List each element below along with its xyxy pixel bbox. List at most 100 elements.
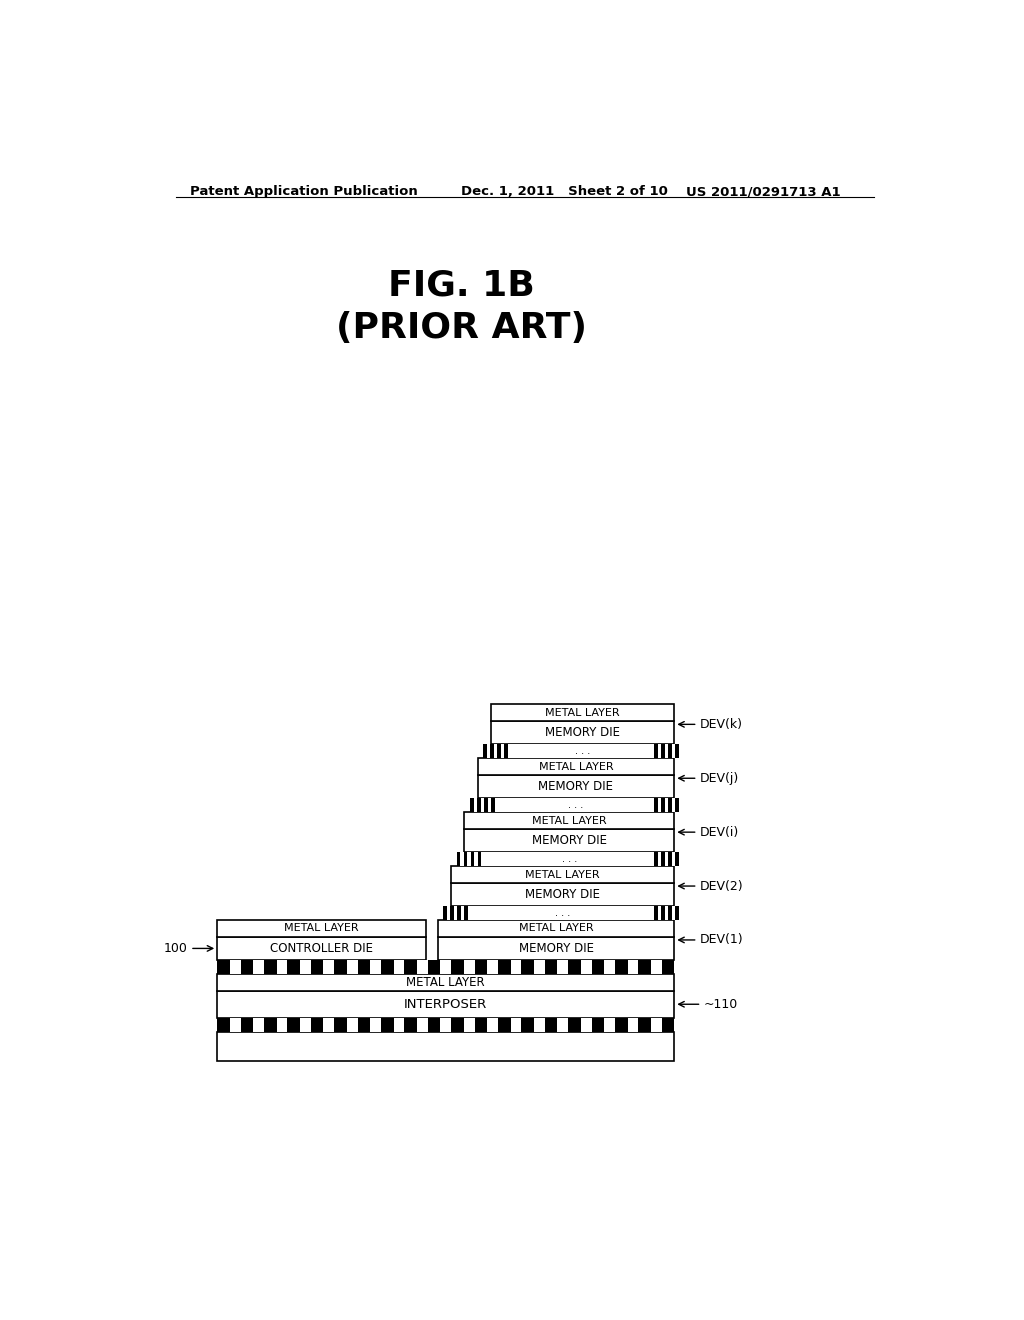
Text: METAL LAYER: METAL LAYER	[532, 816, 606, 825]
Bar	[217, 1018, 675, 1032]
Bar	[381, 1018, 393, 1032]
Bar	[428, 960, 440, 974]
Bar	[464, 853, 467, 866]
Text: METAL LAYER: METAL LAYER	[519, 924, 594, 933]
Bar	[490, 721, 675, 744]
Bar	[615, 1018, 628, 1032]
Bar	[464, 906, 468, 920]
Bar	[452, 960, 464, 974]
Bar	[662, 906, 665, 920]
Bar	[521, 960, 534, 974]
Bar	[217, 991, 675, 1018]
Bar	[404, 960, 417, 974]
Text: METAL LAYER: METAL LAYER	[525, 870, 600, 879]
Bar	[471, 853, 474, 866]
Text: DEV(2): DEV(2)	[700, 879, 743, 892]
Bar	[669, 853, 672, 866]
Bar	[457, 853, 682, 866]
Text: 100: 100	[164, 942, 187, 954]
Bar	[457, 853, 461, 866]
Bar	[438, 920, 675, 937]
Bar	[464, 812, 675, 829]
Bar	[654, 906, 658, 920]
Bar	[310, 1018, 324, 1032]
Text: MEMORY DIE: MEMORY DIE	[525, 888, 600, 902]
Bar	[217, 937, 426, 960]
Text: INTERPOSER: INTERPOSER	[404, 998, 487, 1011]
Bar	[521, 1018, 534, 1032]
Bar	[483, 799, 487, 812]
Bar	[443, 906, 682, 920]
Text: US 2011/0291713 A1: US 2011/0291713 A1	[686, 185, 841, 198]
Bar	[443, 906, 447, 920]
Bar	[483, 744, 486, 758]
Bar	[217, 1032, 675, 1061]
Bar	[451, 906, 455, 920]
Text: METAL LAYER: METAL LAYER	[539, 762, 613, 772]
Bar	[675, 906, 679, 920]
Text: Dec. 1, 2011   Sheet 2 of 10: Dec. 1, 2011 Sheet 2 of 10	[461, 185, 668, 198]
Bar	[452, 866, 675, 883]
Bar	[675, 799, 679, 812]
Bar	[310, 960, 324, 974]
Bar	[470, 799, 682, 812]
Bar	[470, 799, 474, 812]
Bar	[334, 960, 347, 974]
Text: CONTROLLER DIE: CONTROLLER DIE	[270, 942, 374, 954]
Bar	[498, 1018, 511, 1032]
Bar	[288, 960, 300, 974]
Bar	[474, 960, 487, 974]
Text: MEMORY DIE: MEMORY DIE	[519, 942, 594, 954]
Text: METAL LAYER: METAL LAYER	[407, 975, 485, 989]
Bar	[498, 960, 511, 974]
Bar	[458, 906, 461, 920]
Bar	[662, 799, 665, 812]
Text: METAL LAYER: METAL LAYER	[545, 708, 620, 718]
Bar	[568, 960, 581, 974]
Text: . . .: . . .	[555, 908, 570, 917]
Bar	[638, 1018, 651, 1032]
Bar	[654, 799, 658, 812]
Bar	[428, 1018, 440, 1032]
Bar	[662, 960, 675, 974]
Bar	[638, 960, 651, 974]
Text: DEV(k): DEV(k)	[700, 718, 743, 731]
Bar	[381, 960, 393, 974]
Bar	[545, 1018, 557, 1032]
Bar	[288, 1018, 300, 1032]
Bar	[669, 906, 672, 920]
Bar	[545, 960, 557, 974]
Bar	[497, 744, 501, 758]
Bar	[568, 1018, 581, 1032]
Bar	[483, 744, 682, 758]
Bar	[217, 974, 675, 991]
Bar	[490, 705, 675, 721]
Bar	[662, 744, 665, 758]
Text: . . .: . . .	[562, 854, 577, 865]
Bar	[217, 920, 426, 937]
Bar	[615, 960, 628, 974]
Bar	[592, 960, 604, 974]
Bar	[241, 960, 253, 974]
Bar	[357, 1018, 370, 1032]
Bar	[669, 799, 672, 812]
Text: Patent Application Publication: Patent Application Publication	[190, 185, 418, 198]
Bar	[662, 1018, 675, 1032]
Text: . . .: . . .	[568, 800, 584, 810]
Text: DEV(j): DEV(j)	[700, 772, 739, 785]
Text: DEV(1): DEV(1)	[700, 933, 743, 946]
Bar	[357, 960, 370, 974]
Bar	[477, 758, 675, 775]
Bar	[675, 853, 679, 866]
Bar	[477, 853, 481, 866]
Bar	[490, 799, 495, 812]
Bar	[217, 960, 675, 974]
Text: ~110: ~110	[703, 998, 738, 1011]
Bar	[464, 829, 675, 853]
Bar	[452, 883, 675, 906]
Bar	[669, 744, 672, 758]
Text: FIG. 1B: FIG. 1B	[388, 268, 535, 302]
Bar	[474, 1018, 487, 1032]
Text: DEV(i): DEV(i)	[700, 825, 739, 838]
Bar	[217, 1018, 229, 1032]
